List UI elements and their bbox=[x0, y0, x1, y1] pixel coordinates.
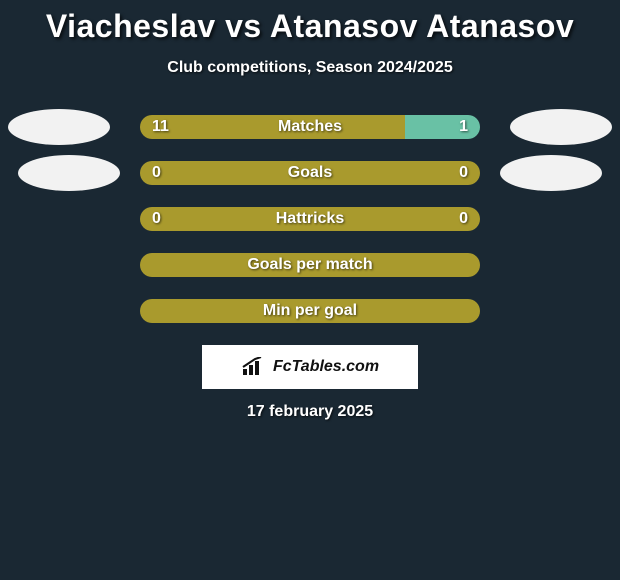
stat-row: 0 0 Goals bbox=[0, 161, 620, 185]
stat-row: 0 0 Hattricks bbox=[0, 207, 620, 231]
stat-value-left: 11 bbox=[152, 115, 169, 139]
stat-value-right: 1 bbox=[459, 115, 468, 139]
page-title: Viacheslav vs Atanasov Atanasov bbox=[0, 8, 620, 45]
stat-value-right: 0 bbox=[459, 161, 468, 185]
stat-bar-right bbox=[405, 115, 480, 139]
stat-bar-left bbox=[140, 253, 480, 277]
subtitle: Club competitions, Season 2024/2025 bbox=[0, 59, 620, 77]
stat-rows: 11 1 Matches 0 0 Goals 0 0 Hattricks bbox=[0, 115, 620, 323]
stat-bar-left bbox=[140, 299, 480, 323]
brand-text: FcTables.com bbox=[273, 358, 379, 376]
stat-row: 11 1 Matches bbox=[0, 115, 620, 139]
stat-value-left: 0 bbox=[152, 207, 161, 231]
stat-bar: Goals per match bbox=[140, 253, 480, 277]
stat-bar-left bbox=[140, 207, 480, 231]
stat-bar: 0 0 Hattricks bbox=[140, 207, 480, 231]
stat-row: Min per goal bbox=[0, 299, 620, 323]
stat-bar-left bbox=[140, 161, 480, 185]
brand-box: FcTables.com bbox=[202, 345, 418, 389]
stat-value-left: 0 bbox=[152, 161, 161, 185]
stat-bar: Min per goal bbox=[140, 299, 480, 323]
stat-bar-left bbox=[140, 115, 405, 139]
stat-value-right: 0 bbox=[459, 207, 468, 231]
stat-row: Goals per match bbox=[0, 253, 620, 277]
stat-bar: 11 1 Matches bbox=[140, 115, 480, 139]
chart-icon bbox=[241, 357, 267, 377]
comparison-infographic: Viacheslav vs Atanasov Atanasov Club com… bbox=[0, 0, 620, 421]
stat-bar: 0 0 Goals bbox=[140, 161, 480, 185]
date-text: 17 february 2025 bbox=[0, 403, 620, 421]
